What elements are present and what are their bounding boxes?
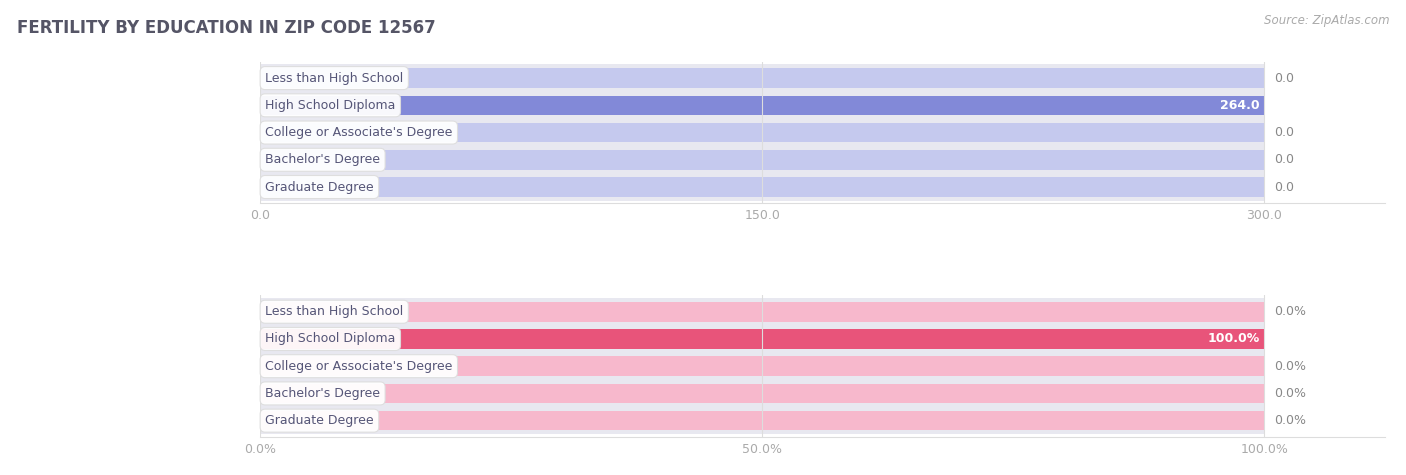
Bar	[260, 411, 1264, 430]
Text: 0.0%: 0.0%	[1274, 360, 1306, 373]
Bar	[260, 68, 1264, 88]
Bar	[260, 95, 1264, 115]
Text: Source: ZipAtlas.com: Source: ZipAtlas.com	[1264, 14, 1389, 27]
Text: Bachelor's Degree: Bachelor's Degree	[266, 153, 380, 166]
Text: 0.0%: 0.0%	[1274, 305, 1306, 318]
Bar	[260, 68, 1264, 88]
Bar	[260, 329, 1264, 349]
Text: Graduate Degree: Graduate Degree	[266, 180, 374, 193]
Bar	[260, 95, 1264, 115]
Text: 0.0%: 0.0%	[1274, 387, 1306, 400]
Bar	[260, 384, 1264, 403]
Bar	[260, 325, 1264, 352]
Bar	[260, 302, 1264, 322]
Text: Less than High School: Less than High School	[266, 72, 404, 85]
Bar	[260, 298, 1264, 325]
Text: 0.0: 0.0	[1274, 126, 1295, 139]
Text: College or Associate's Degree: College or Associate's Degree	[266, 360, 453, 373]
Bar	[260, 329, 1264, 349]
Bar	[260, 150, 1264, 170]
Bar	[260, 65, 1264, 92]
Bar	[260, 302, 1264, 322]
Text: 0.0: 0.0	[1274, 180, 1295, 193]
Text: 0.0: 0.0	[1274, 72, 1295, 85]
Bar	[260, 411, 1264, 430]
Text: 264.0: 264.0	[1220, 99, 1260, 112]
Text: FERTILITY BY EDUCATION IN ZIP CODE 12567: FERTILITY BY EDUCATION IN ZIP CODE 12567	[17, 19, 436, 37]
Text: Bachelor's Degree: Bachelor's Degree	[266, 387, 380, 400]
Text: Graduate Degree: Graduate Degree	[266, 414, 374, 427]
Bar	[260, 146, 1264, 173]
Text: High School Diploma: High School Diploma	[266, 99, 395, 112]
Bar	[260, 352, 1264, 380]
Bar	[260, 384, 1264, 403]
Text: High School Diploma: High School Diploma	[266, 332, 395, 345]
Bar	[260, 407, 1264, 434]
Bar	[260, 119, 1264, 146]
Text: College or Associate's Degree: College or Associate's Degree	[266, 126, 453, 139]
Bar	[260, 380, 1264, 407]
Bar	[260, 123, 1264, 142]
Text: Less than High School: Less than High School	[266, 305, 404, 318]
Text: 0.0%: 0.0%	[1274, 414, 1306, 427]
Bar	[260, 150, 1264, 170]
Bar	[260, 177, 1264, 197]
Bar	[260, 123, 1264, 142]
Text: 0.0: 0.0	[1274, 153, 1295, 166]
Bar	[260, 356, 1264, 376]
Bar	[260, 177, 1264, 197]
Bar	[260, 356, 1264, 376]
Text: 100.0%: 100.0%	[1208, 332, 1260, 345]
Bar	[260, 173, 1264, 200]
Bar	[260, 92, 1264, 119]
